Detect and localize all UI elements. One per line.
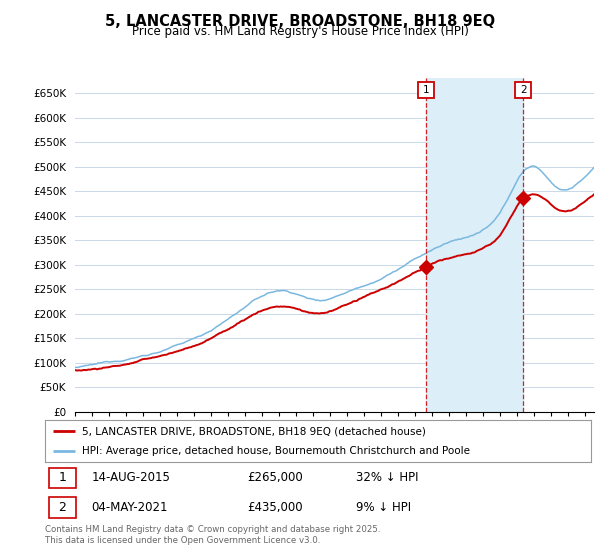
Text: 1: 1	[422, 85, 429, 95]
Text: £265,000: £265,000	[247, 472, 303, 484]
Text: 1: 1	[59, 472, 67, 484]
Text: 9% ↓ HPI: 9% ↓ HPI	[356, 501, 412, 514]
Text: Contains HM Land Registry data © Crown copyright and database right 2025.
This d: Contains HM Land Registry data © Crown c…	[45, 525, 380, 545]
Text: 32% ↓ HPI: 32% ↓ HPI	[356, 472, 419, 484]
Text: 14-AUG-2015: 14-AUG-2015	[91, 472, 170, 484]
Text: 2: 2	[520, 85, 526, 95]
Bar	[426, 78, 523, 412]
Text: £435,000: £435,000	[247, 501, 302, 514]
FancyBboxPatch shape	[49, 497, 76, 518]
FancyBboxPatch shape	[49, 468, 76, 488]
Text: Price paid vs. HM Land Registry's House Price Index (HPI): Price paid vs. HM Land Registry's House …	[131, 25, 469, 38]
Text: 5, LANCASTER DRIVE, BROADSTONE, BH18 9EQ: 5, LANCASTER DRIVE, BROADSTONE, BH18 9EQ	[105, 14, 495, 29]
Text: HPI: Average price, detached house, Bournemouth Christchurch and Poole: HPI: Average price, detached house, Bour…	[82, 446, 470, 456]
Text: 2: 2	[59, 501, 67, 514]
Text: 5, LANCASTER DRIVE, BROADSTONE, BH18 9EQ (detached house): 5, LANCASTER DRIVE, BROADSTONE, BH18 9EQ…	[82, 426, 426, 436]
Text: 04-MAY-2021: 04-MAY-2021	[91, 501, 168, 514]
